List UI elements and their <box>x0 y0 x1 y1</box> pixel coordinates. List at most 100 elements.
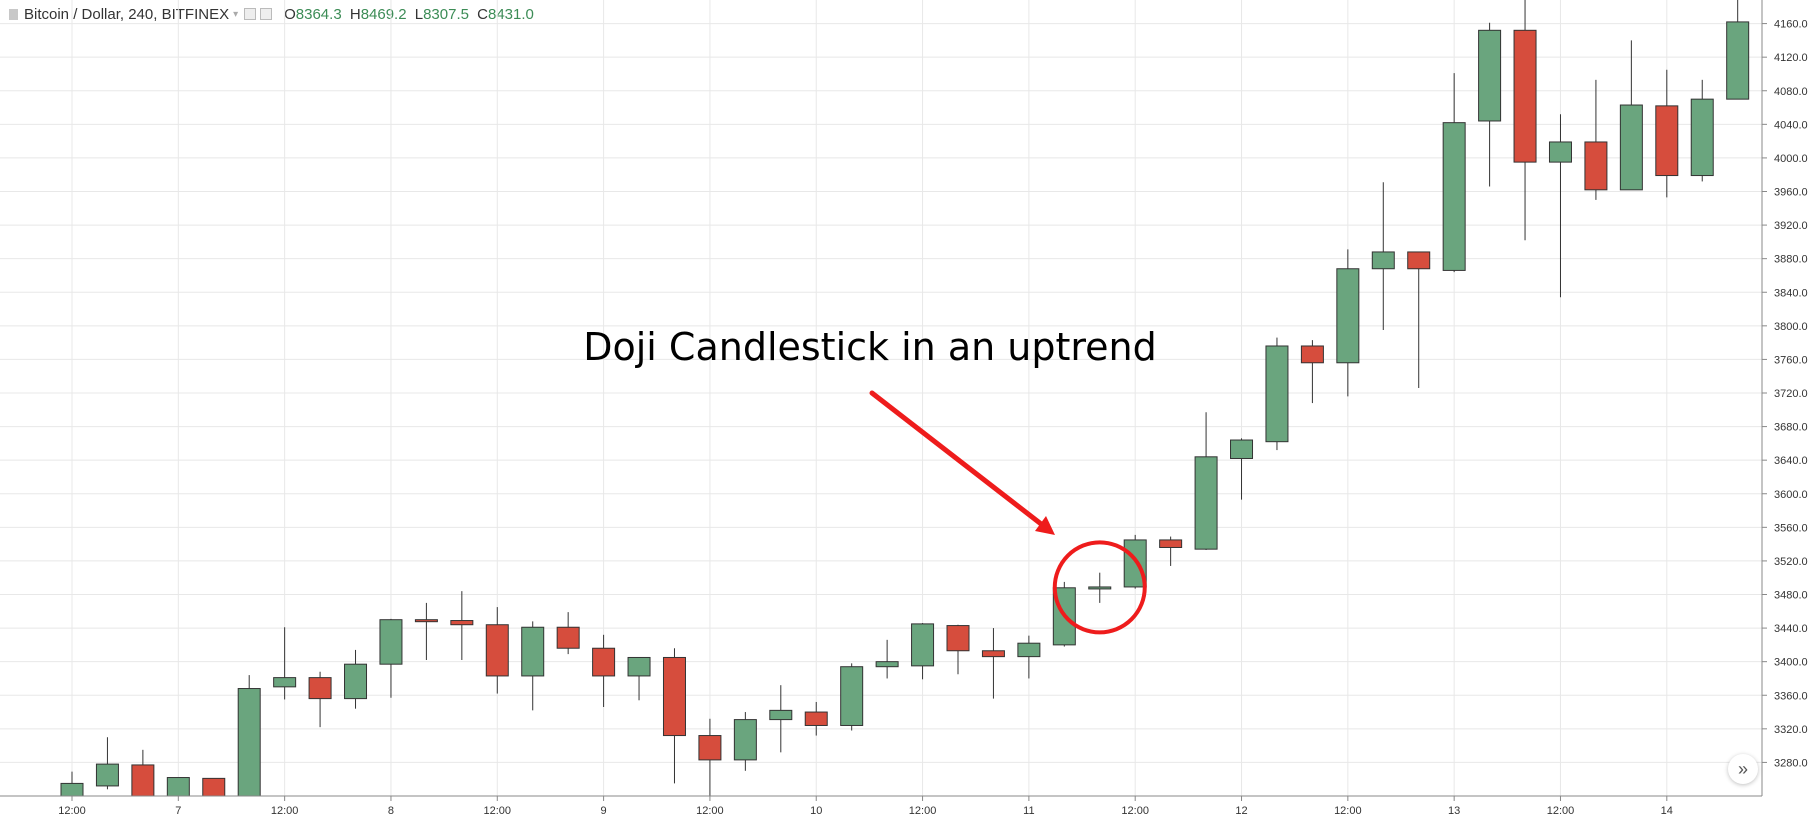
y-tick-label: 3880.0 <box>1774 254 1808 266</box>
close-label: C <box>477 5 488 23</box>
grid-layer <box>0 0 1762 796</box>
x-tick-label: 12:00 <box>1547 805 1575 817</box>
open-value: 8364.3 <box>295 5 342 23</box>
symbol-square-icon <box>9 8 18 20</box>
bullish-candle <box>1690 98 1714 177</box>
bullish-candle <box>1619 104 1643 191</box>
x-tick-label: 13 <box>1448 805 1460 817</box>
y-tick-label: 4160.0 <box>1774 19 1808 31</box>
high-value: 8469.2 <box>360 5 407 23</box>
y-tick-label: 3840.0 <box>1774 287 1808 299</box>
bullish-candle <box>1088 586 1112 590</box>
close-value: 8431.0 <box>488 5 534 23</box>
y-tick-label: 4000.0 <box>1774 153 1808 165</box>
x-tick-label: 12:00 <box>484 805 512 817</box>
y-tick-label: 3400.0 <box>1774 657 1808 669</box>
bearish-candle <box>1513 29 1537 163</box>
chart-header: Bitcoin / Dollar, 240, BITFINEX ▾ O8364.… <box>0 0 1800 28</box>
x-tick-label: 14 <box>1661 805 1673 817</box>
x-tick-label: 9 <box>601 805 607 817</box>
y-tick-label: 3640.0 <box>1774 455 1808 467</box>
bullish-candle <box>1371 251 1395 270</box>
x-tick-label: 8 <box>388 805 394 817</box>
bearish-candle <box>131 764 155 797</box>
y-tick-label: 3960.0 <box>1774 187 1808 199</box>
bearish-candle <box>1300 345 1324 364</box>
bullish-candle <box>273 677 297 688</box>
annotation-label: Doji Candlestick in an uptrend <box>583 325 1157 369</box>
y-tick-label: 3760.0 <box>1774 354 1808 366</box>
bearish-candle <box>698 735 722 761</box>
y-tick-label: 3720.0 <box>1774 388 1808 400</box>
chevron-down-icon[interactable]: ▾ <box>233 8 239 20</box>
bullish-candle <box>840 666 864 726</box>
bearish-candle <box>485 624 509 677</box>
bullish-candle <box>1726 21 1750 100</box>
x-tick-label: 12:00 <box>271 805 299 817</box>
bearish-candle <box>804 711 828 726</box>
bullish-candle <box>627 656 651 677</box>
open-label: O <box>284 5 296 23</box>
arrow-head <box>1035 516 1055 535</box>
doji-highlight-circle <box>1052 540 1147 635</box>
y-tick-label: 4040.0 <box>1774 119 1808 131</box>
bearish-candle <box>1584 141 1608 191</box>
y-tick-label: 3440.0 <box>1774 623 1808 635</box>
y-tick-label: 4120.0 <box>1774 52 1808 64</box>
bearish-candle <box>202 777 226 797</box>
x-tick-label: 12:00 <box>909 805 937 817</box>
y-tick-label: 3320.0 <box>1774 724 1808 736</box>
bullish-candle <box>95 763 119 787</box>
bearish-candle <box>556 626 580 649</box>
bullish-candle <box>733 719 757 761</box>
bullish-candle <box>1017 642 1041 658</box>
y-tick-label: 3600.0 <box>1774 489 1808 501</box>
hide-icon[interactable] <box>260 8 273 20</box>
bullish-candle <box>769 709 793 721</box>
y-tick-label: 3920.0 <box>1774 220 1808 232</box>
x-tick-label: 12 <box>1235 805 1247 817</box>
bullish-candle <box>1442 122 1466 271</box>
y-tick-label: 4080.0 <box>1774 86 1808 98</box>
bearish-candle <box>946 625 970 652</box>
bullish-candle <box>1194 456 1218 550</box>
scroll-to-realtime-button[interactable]: » <box>1728 754 1758 784</box>
bearish-candle <box>308 677 332 700</box>
double-chevron-right-icon: » <box>1737 758 1748 779</box>
y-tick-label: 3480.0 <box>1774 590 1808 602</box>
bearish-candle <box>981 650 1005 658</box>
bullish-candle <box>1230 439 1254 459</box>
bullish-candle <box>875 661 899 668</box>
bearish-candle <box>1407 251 1431 270</box>
x-tick-label: 10 <box>810 805 822 817</box>
settings-icon[interactable] <box>244 8 257 20</box>
low-label: L <box>414 5 424 23</box>
bullish-candle <box>521 626 545 677</box>
x-tick-label: 7 <box>175 805 181 817</box>
x-tick-label: 12:00 <box>58 805 86 817</box>
bearish-candle <box>662 656 686 737</box>
bullish-candle <box>379 619 403 665</box>
x-tick-label: 11 <box>1023 805 1034 817</box>
bearish-candle <box>1655 105 1679 177</box>
bullish-candle <box>1265 345 1289 443</box>
candles-layer <box>60 0 1750 797</box>
symbol-title[interactable]: Bitcoin / Dollar, 240, BITFINEX <box>24 5 230 23</box>
high-label: H <box>349 5 361 23</box>
bullish-candle <box>166 777 190 797</box>
bearish-candle <box>450 620 474 626</box>
bearish-candle <box>414 619 438 623</box>
bullish-candle <box>60 782 84 797</box>
x-tick-label: 12:00 <box>1334 805 1362 817</box>
bullish-candle <box>911 623 935 667</box>
ohlc-readout: O8364.3 H8469.2 L8307.5 C8431.0 <box>284 6 538 23</box>
y-tick-label: 3680.0 <box>1774 422 1808 434</box>
annotation-layer: Doji Candlestick in an uptrend <box>583 325 1157 635</box>
bullish-candle <box>344 663 368 700</box>
x-tick-label: 12:00 <box>1121 805 1149 817</box>
bearish-candle <box>592 647 616 677</box>
low-value: 8307.5 <box>423 5 469 23</box>
y-tick-label: 3560.0 <box>1774 522 1808 534</box>
